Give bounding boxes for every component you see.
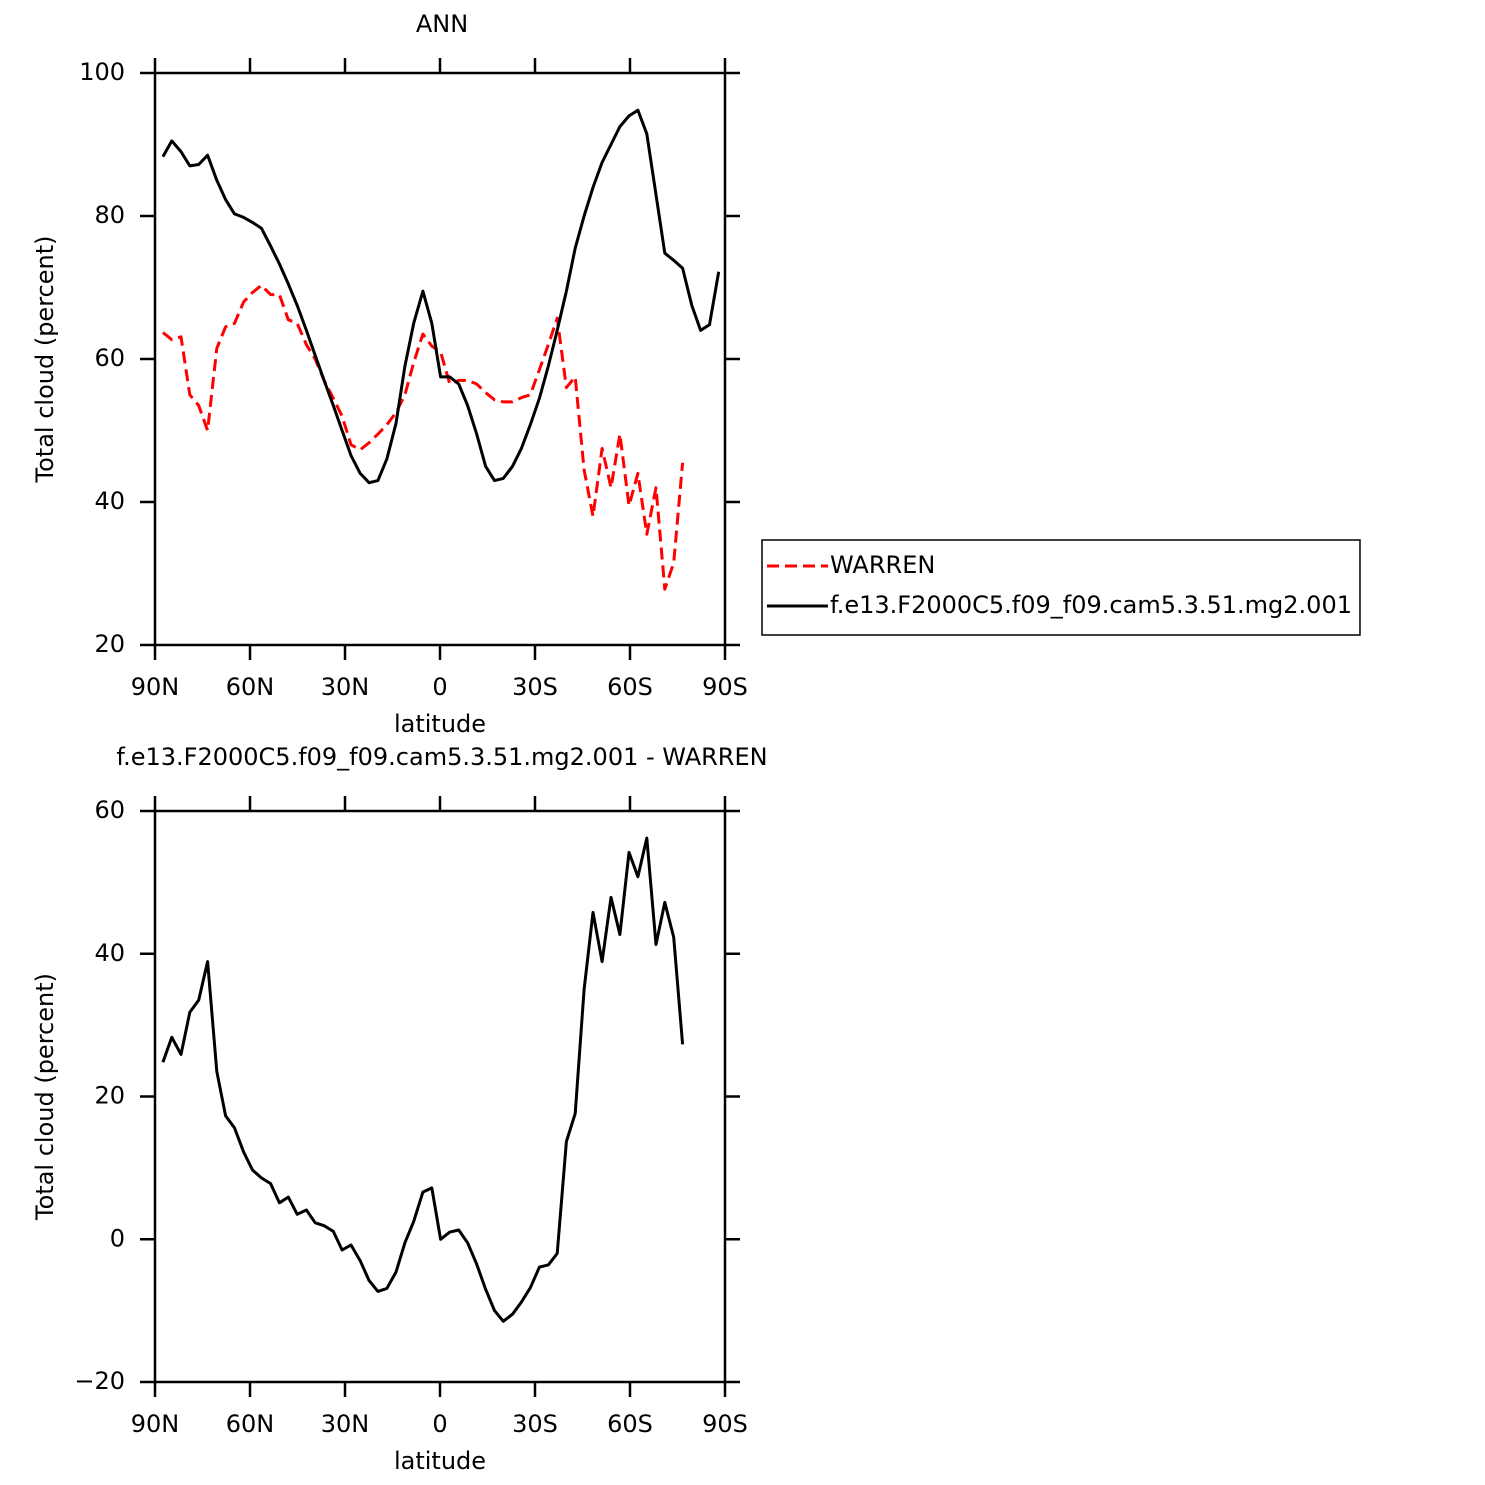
y-axis-label: Total cloud (percent)	[31, 973, 59, 1221]
x-tick-label: 90S	[702, 1410, 748, 1438]
panel: f.e13.F2000C5.f09_f09.cam5.3.51.mg2.001 …	[31, 743, 768, 1475]
y-tick-label: 0	[110, 1224, 125, 1252]
y-tick-label: 100	[79, 58, 125, 86]
x-axis-label: latitude	[394, 710, 486, 738]
x-axis-label: latitude	[394, 1447, 486, 1475]
x-tick-label: 60N	[226, 673, 275, 701]
data-line	[161, 836, 685, 1323]
y-tick-label: −20	[74, 1367, 125, 1395]
y-tick-label: 80	[94, 201, 125, 229]
x-tick-label: 90N	[131, 673, 180, 701]
legend: WARREN f.e13.F2000C5.f09_f09.cam5.3.51.mg…	[761, 539, 1361, 636]
legend-label: WARREN	[830, 551, 935, 579]
panel: ANN latitude Total cloud (percent) 20 40 60 80…	[31, 10, 1361, 738]
x-tick-label: 90N	[131, 1410, 180, 1438]
panel-title: ANN	[416, 10, 468, 38]
legend-box	[761, 539, 1361, 636]
plot-frame	[153, 71, 727, 647]
y-tick-label: 60	[94, 344, 125, 372]
x-tick-label: 60N	[226, 1410, 275, 1438]
x-tick-label: 60S	[607, 673, 653, 701]
legend-label: f.e13.F2000C5.f09_f09.cam5.3.51.mg2.001	[830, 591, 1352, 619]
x-tick-label: 60S	[607, 1410, 653, 1438]
plot-frame	[153, 809, 727, 1384]
x-tick-label: 30N	[321, 1410, 370, 1438]
x-tick-label: 30S	[512, 673, 558, 701]
y-tick-label: 20	[94, 630, 125, 658]
x-tick-label: 30S	[512, 1410, 558, 1438]
x-tick-label: 30N	[321, 673, 370, 701]
y-tick-label: 40	[94, 939, 125, 967]
x-tick-label: 0	[432, 1410, 447, 1438]
data-line	[161, 283, 685, 591]
x-tick-label: 90S	[702, 673, 748, 701]
data-line	[161, 108, 721, 485]
y-tick-label: 40	[94, 487, 125, 515]
y-tick-label: 20	[94, 1082, 125, 1110]
x-tick-label: 0	[432, 673, 447, 701]
y-tick-label: 60	[94, 796, 125, 824]
panel-title: f.e13.F2000C5.f09_f09.cam5.3.51.mg2.001 …	[116, 743, 767, 771]
y-axis-label: Total cloud (percent)	[31, 236, 59, 484]
